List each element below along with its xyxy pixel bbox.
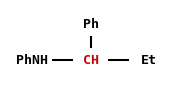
Text: PhNH: PhNH — [16, 54, 48, 67]
Text: CH: CH — [83, 54, 98, 67]
Text: Et: Et — [141, 54, 157, 67]
Text: Ph: Ph — [83, 18, 98, 31]
